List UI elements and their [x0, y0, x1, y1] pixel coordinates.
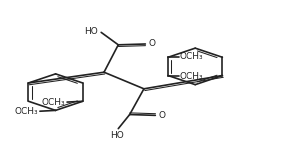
Text: O: O [158, 111, 165, 120]
Text: HO: HO [85, 27, 98, 36]
Text: OCH₃: OCH₃ [179, 52, 203, 61]
Text: HO: HO [110, 131, 124, 140]
Text: OCH₃: OCH₃ [179, 72, 203, 81]
Text: OCH₃: OCH₃ [42, 98, 66, 107]
Text: O: O [148, 39, 155, 48]
Text: OCH₃: OCH₃ [15, 107, 38, 116]
